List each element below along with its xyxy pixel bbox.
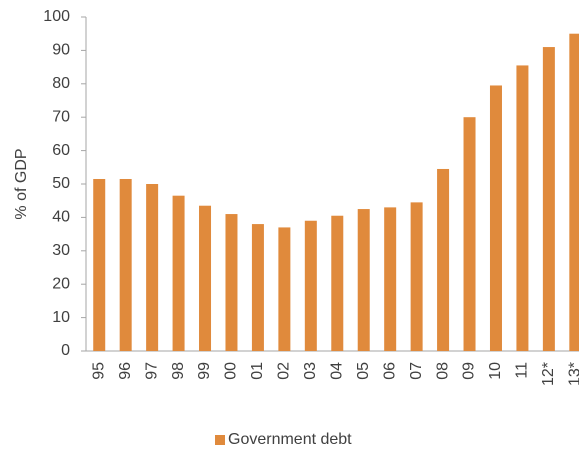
x-tick-label: 97 <box>143 362 160 380</box>
y-tick-label: 90 <box>52 42 70 59</box>
y-axis-label: % of GDP <box>13 148 30 219</box>
y-tick-label: 0 <box>61 342 70 359</box>
x-tick-label: 06 <box>381 362 398 380</box>
y-tick-label: 60 <box>52 142 70 159</box>
bar <box>542 47 555 352</box>
x-tick-label: 05 <box>355 362 372 380</box>
x-tick-label: 12* <box>540 362 557 386</box>
y-tick-label: 80 <box>52 75 70 92</box>
bar <box>251 224 264 351</box>
x-tick-label: 00 <box>223 362 240 380</box>
bar <box>357 209 370 351</box>
bar <box>463 117 476 351</box>
bar <box>331 215 344 351</box>
y-tick-label: 100 <box>43 8 70 25</box>
x-tick-label: 99 <box>196 362 213 380</box>
bar <box>119 178 132 351</box>
y-tick-label: 20 <box>52 275 70 292</box>
bar <box>278 227 291 351</box>
y-tick-label: 30 <box>52 242 70 259</box>
x-tick-label: 96 <box>117 362 134 380</box>
bar <box>146 184 159 351</box>
x-tick-label: 11 <box>514 362 531 379</box>
x-tick-label: 08 <box>434 362 451 380</box>
x-tick-label: 13* <box>567 362 579 386</box>
bar <box>93 178 106 351</box>
bar <box>516 65 529 352</box>
bar <box>569 33 579 351</box>
bar <box>304 220 317 351</box>
x-tick-label: 95 <box>90 362 107 380</box>
x-tick-label: 02 <box>276 362 293 380</box>
y-tick-label: 10 <box>52 309 70 326</box>
legend-marker <box>215 435 225 445</box>
bar <box>410 202 423 351</box>
bar <box>199 205 212 351</box>
bar <box>437 168 450 351</box>
x-tick-label: 98 <box>170 362 187 380</box>
bar <box>489 85 502 351</box>
y-tick-label: 50 <box>52 175 70 192</box>
bar <box>384 207 397 351</box>
x-tick-label: 03 <box>302 362 319 380</box>
legend-label: Government debt <box>228 431 352 448</box>
x-tick-label: 09 <box>461 362 478 380</box>
y-tick-label: 70 <box>52 108 70 125</box>
bar <box>172 195 185 351</box>
y-tick-label: 40 <box>52 209 70 226</box>
x-tick-label: 01 <box>249 362 266 380</box>
x-tick-label: 07 <box>408 362 425 380</box>
x-tick-label: 10 <box>487 362 504 380</box>
x-tick-label: 04 <box>328 362 345 380</box>
bar <box>225 214 238 351</box>
